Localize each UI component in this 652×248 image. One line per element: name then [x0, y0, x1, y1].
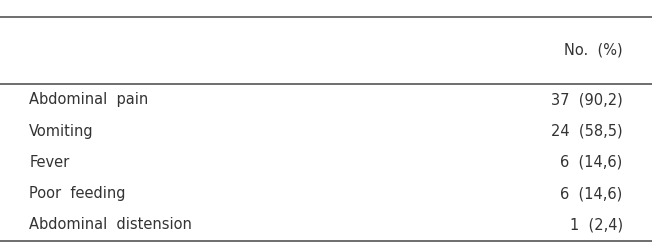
- Text: Fever: Fever: [29, 155, 70, 170]
- Text: Abdominal  distension: Abdominal distension: [29, 217, 192, 232]
- Text: No.  (%): No. (%): [564, 42, 623, 57]
- Text: 6  (14,6): 6 (14,6): [561, 155, 623, 170]
- Text: Poor  feeding: Poor feeding: [29, 186, 126, 201]
- Text: 1  (2,4): 1 (2,4): [570, 217, 623, 232]
- Text: Abdominal  pain: Abdominal pain: [29, 93, 149, 107]
- Text: 6  (14,6): 6 (14,6): [561, 186, 623, 201]
- Text: Vomiting: Vomiting: [29, 124, 94, 139]
- Text: 37  (90,2): 37 (90,2): [551, 93, 623, 107]
- Text: 24  (58,5): 24 (58,5): [551, 124, 623, 139]
